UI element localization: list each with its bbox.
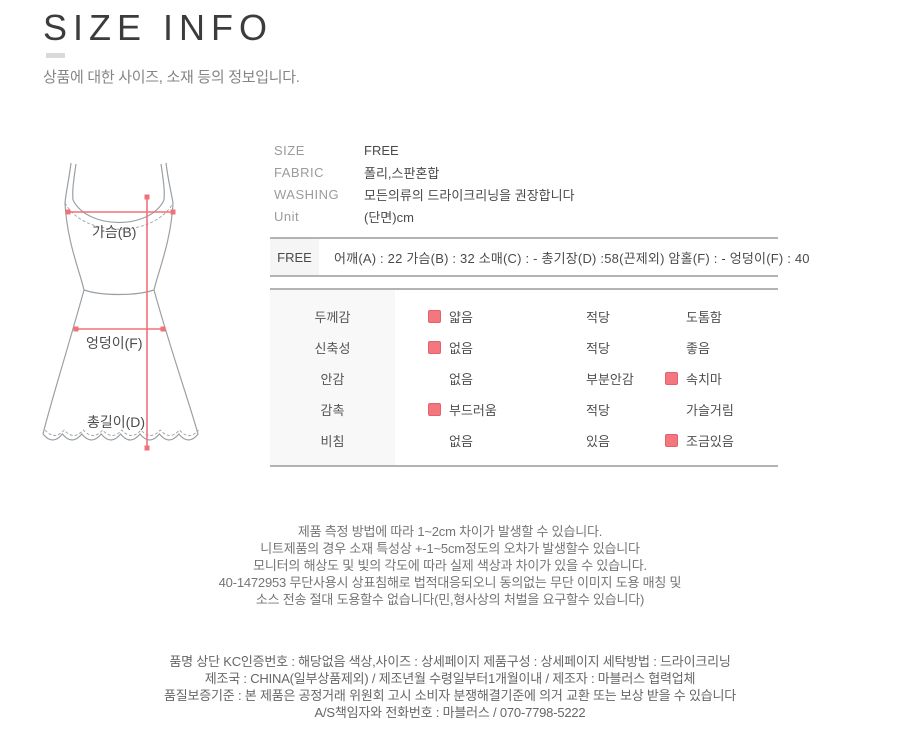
- info-row-fabric: FABRIC 폴리,스판혼합: [274, 161, 575, 183]
- note-line: 모니터의 해상도 및 빛의 각도에 따라 실제 색상과 차이가 있을 수 있습니…: [253, 558, 647, 573]
- info-label: FABRIC: [274, 164, 324, 180]
- attr-option: 적당: [565, 338, 665, 357]
- selected-marker: [428, 341, 441, 354]
- attr-option: 가슬거림: [665, 400, 778, 419]
- info-label: Unit: [274, 208, 300, 224]
- info-row-unit: Unit (단면)cm: [274, 205, 575, 227]
- attr-option-label: 적당: [586, 310, 610, 325]
- attr-option-label: 없음: [449, 341, 473, 356]
- attr-row-texture: 감촉 부드러움 적당 가슬거림: [270, 394, 778, 425]
- attr-option-label: 도톰함: [686, 310, 722, 325]
- attribute-table: 두께감 얇음 적당 도톰함 신축성 없음 적당 좋음 안감 없음 부분안감 속치…: [270, 288, 778, 467]
- page-subtitle: 상품에 대한 사이즈, 소재 등의 정보입니다.: [43, 69, 300, 86]
- attr-option-label: 부분안감: [586, 372, 634, 387]
- selected-marker: [428, 310, 441, 323]
- attr-option-label: 가슬거림: [686, 403, 734, 418]
- note-line: 니트제품의 경우 소재 특성상 +-1~5cm정도의 오차가 발생할수 있습니다: [260, 541, 640, 556]
- sketch-label-length: 총길이(D): [87, 414, 145, 430]
- attr-row-sheerness: 비침 없음 있음 조금있음: [270, 425, 778, 456]
- attr-option: 부분안감: [565, 369, 665, 388]
- attr-option-label: 없음: [449, 372, 473, 387]
- note-line: 40-1472953 무단사용시 상표침해로 법적대응되오니 동의없는 무단 이…: [218, 575, 682, 590]
- product-info-list: SIZE FREE FABRIC 폴리,스판혼합 WASHING 모든의류의 드…: [274, 139, 575, 227]
- attr-option: 적당: [565, 307, 665, 326]
- attr-option-label: 적당: [586, 341, 610, 356]
- selected-marker: [665, 372, 678, 385]
- size-name-cell: FREE: [270, 239, 319, 275]
- attr-option-label: 적당: [586, 403, 610, 418]
- footer-line: 제조국 : CHINA(일부상품제외) / 제조년월 수령일부터1개월이내 / …: [204, 671, 696, 686]
- attr-option: 조금있음: [665, 431, 778, 450]
- info-value: 폴리,스판혼합: [364, 165, 440, 181]
- info-value: (단면)cm: [364, 209, 414, 225]
- info-row-washing: WASHING 모든의류의 드라이크리닝을 권장합니다: [274, 183, 575, 205]
- footer-line: A/S책임자와 전화번호 : 마블러스 / 070-7798-5222: [314, 705, 586, 720]
- dress-measurement-sketch: 가슴(B) 엉덩이(F) 총길이(D): [40, 150, 265, 465]
- attr-option: 없음: [395, 431, 565, 450]
- attr-label: 두께감: [314, 310, 351, 325]
- attr-option: 없음: [395, 338, 565, 357]
- note-line: 제품 측정 방법에 따라 1~2cm 차이가 발생할 수 있습니다.: [297, 524, 603, 539]
- size-measurements-table: FREE 어깨(A) : 22 가슴(B) : 32 소매(C) : - 총기장…: [270, 237, 809, 277]
- sketch-label-chest: 가슴(B): [92, 224, 136, 240]
- attr-option: 도톰함: [665, 307, 778, 326]
- attr-label: 비침: [320, 434, 345, 449]
- attr-label: 신축성: [314, 341, 351, 356]
- attr-option: 있음: [565, 431, 665, 450]
- attr-option-label: 속치마: [686, 372, 722, 387]
- info-label: WASHING: [274, 186, 340, 202]
- attr-option-label: 있음: [586, 434, 610, 449]
- attr-option: 적당: [565, 400, 665, 419]
- footer-line: 품명 상단 KC인증번호 : 해당없음 색상,사이즈 : 상세페이지 제품구성 …: [169, 654, 731, 669]
- attr-option: 좋음: [665, 338, 778, 357]
- attr-option-label: 좋음: [686, 341, 710, 356]
- title-underline-dash: [46, 53, 65, 58]
- size-measurements-text: 어깨(A) : 22 가슴(B) : 32 소매(C) : - 총기장(D) :…: [334, 250, 810, 266]
- attr-option: 속치마: [665, 369, 778, 388]
- attr-row-elasticity: 신축성 없음 적당 좋음: [270, 332, 778, 363]
- measurement-notes: 제품 측정 방법에 따라 1~2cm 차이가 발생할 수 있습니다. 니트제품의…: [0, 523, 900, 608]
- info-value: 모든의류의 드라이크리닝을 권장합니다: [364, 187, 575, 203]
- page-title: SIZE INFO: [43, 7, 274, 48]
- info-value: FREE: [364, 142, 399, 158]
- attr-option-label: 조금있음: [686, 434, 734, 449]
- attr-option-label: 부드러움: [449, 403, 497, 418]
- attr-row-lining: 안감 없음 부분안감 속치마: [270, 363, 778, 394]
- footer-line: 품질보증기준 : 본 제품은 공정거래 위원회 고시 소비자 분쟁해결기준에 의…: [163, 688, 737, 703]
- attr-row-thickness: 두께감 얇음 적당 도톰함: [270, 301, 778, 332]
- product-legal-footer: 품명 상단 KC인증번호 : 해당없음 색상,사이즈 : 상세페이지 제품구성 …: [0, 653, 900, 721]
- attr-label: 감촉: [320, 403, 345, 418]
- info-row-size: SIZE FREE: [274, 139, 575, 161]
- selected-marker: [665, 434, 678, 447]
- attr-option-label: 얇음: [449, 310, 473, 325]
- attr-label: 안감: [320, 372, 345, 387]
- selected-marker: [428, 403, 441, 416]
- attr-option: 부드러움: [395, 400, 565, 419]
- attr-option-label: 없음: [449, 434, 473, 449]
- info-label: SIZE: [274, 142, 305, 158]
- attr-option: 얇음: [395, 307, 565, 326]
- note-line: 소스 전송 절대 도용할수 없습니다(민,형사상의 처벌을 요구할수 있습니다): [255, 592, 645, 607]
- dress-sketch-svg: 가슴(B) 엉덩이(F) 총길이(D): [42, 162, 199, 451]
- attr-option: 없음: [395, 369, 565, 388]
- sketch-label-hip: 엉덩이(F): [86, 335, 143, 351]
